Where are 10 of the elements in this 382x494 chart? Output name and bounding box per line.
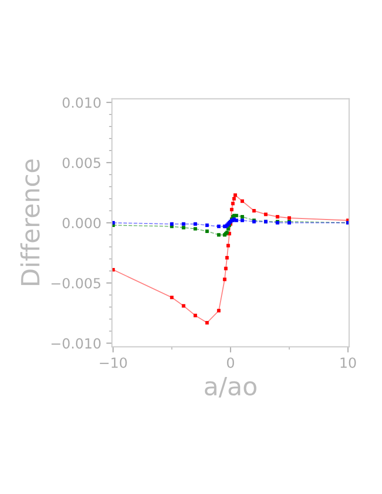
- y-axis-title: Difference: [20, 160, 40, 285]
- x-tick-label: 0: [227, 357, 234, 368]
- y-tick-label: −0.010: [52, 338, 101, 349]
- y-tick-label: 0.005: [62, 158, 100, 168]
- y-tick-label: 0.000: [62, 218, 101, 228]
- y-tick-label: −0.005: [52, 278, 100, 288]
- x-tick-label: −10: [100, 357, 127, 368]
- x-axis-title: a/ao: [204, 376, 256, 398]
- y-tick-label: 0.010: [62, 97, 101, 108]
- x-tick-label: 10: [340, 357, 356, 368]
